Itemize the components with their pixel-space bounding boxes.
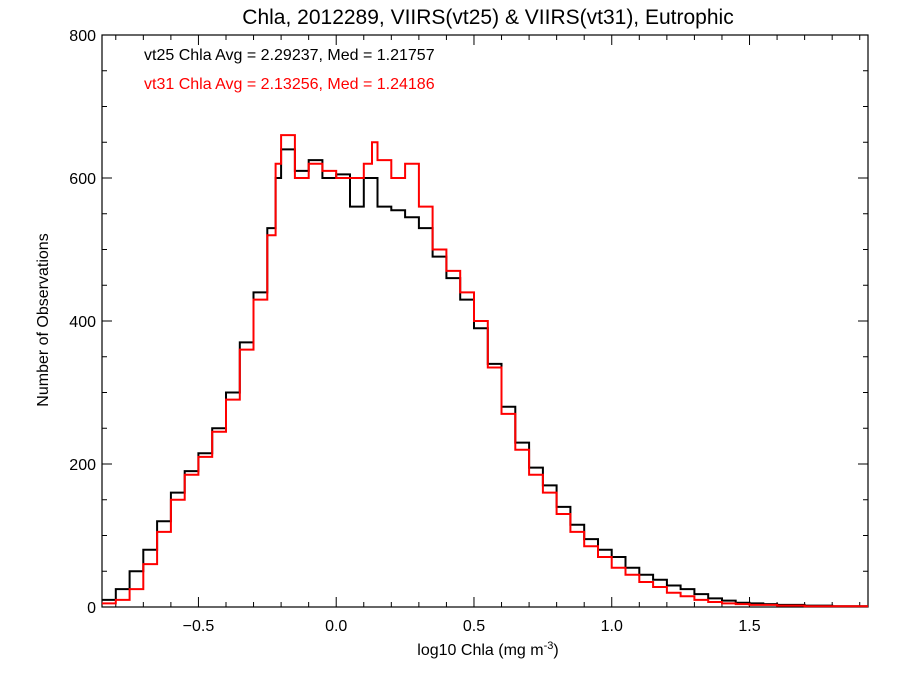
y-axis-label: Number of Observations	[35, 233, 52, 406]
y-axis: 0 200 400 600 800	[69, 28, 868, 617]
x-axis-label-main: log10 Chla (mg m	[417, 642, 543, 659]
y-tick-label: 600	[69, 171, 96, 188]
chart-title: Chla, 2012289, VIIRS(vt25) & VIIRS(vt31)…	[242, 6, 733, 29]
series-vt31	[102, 134, 868, 608]
series-vt25	[102, 148, 868, 608]
x-tick-label: 1.5	[738, 618, 760, 635]
y-tick-label: 0	[87, 600, 96, 617]
x-axis-label: log10 Chla (mg m-3)	[417, 640, 558, 659]
x-axis-label-superscript: -3	[544, 640, 554, 652]
x-tick-label: −0.5	[183, 618, 215, 635]
x-axis: −0.5 0.0 0.5 1.0 1.5	[115, 35, 861, 635]
x-axis-label-close: )	[553, 642, 558, 659]
x-tick-label: 1.0	[601, 618, 623, 635]
y-tick-label: 800	[69, 28, 96, 45]
vt25-annotation: vt25 Chla Avg = 2.29237, Med = 1.21757	[144, 47, 435, 64]
x-tick-label: 0.0	[325, 618, 347, 635]
vt31-annotation: vt31 Chla Avg = 2.13256, Med = 1.24186	[144, 76, 435, 93]
series-layer	[102, 134, 868, 608]
y-tick-label: 400	[69, 314, 96, 331]
y-tick-label: 200	[69, 457, 96, 474]
x-tick-label: 0.5	[463, 618, 485, 635]
